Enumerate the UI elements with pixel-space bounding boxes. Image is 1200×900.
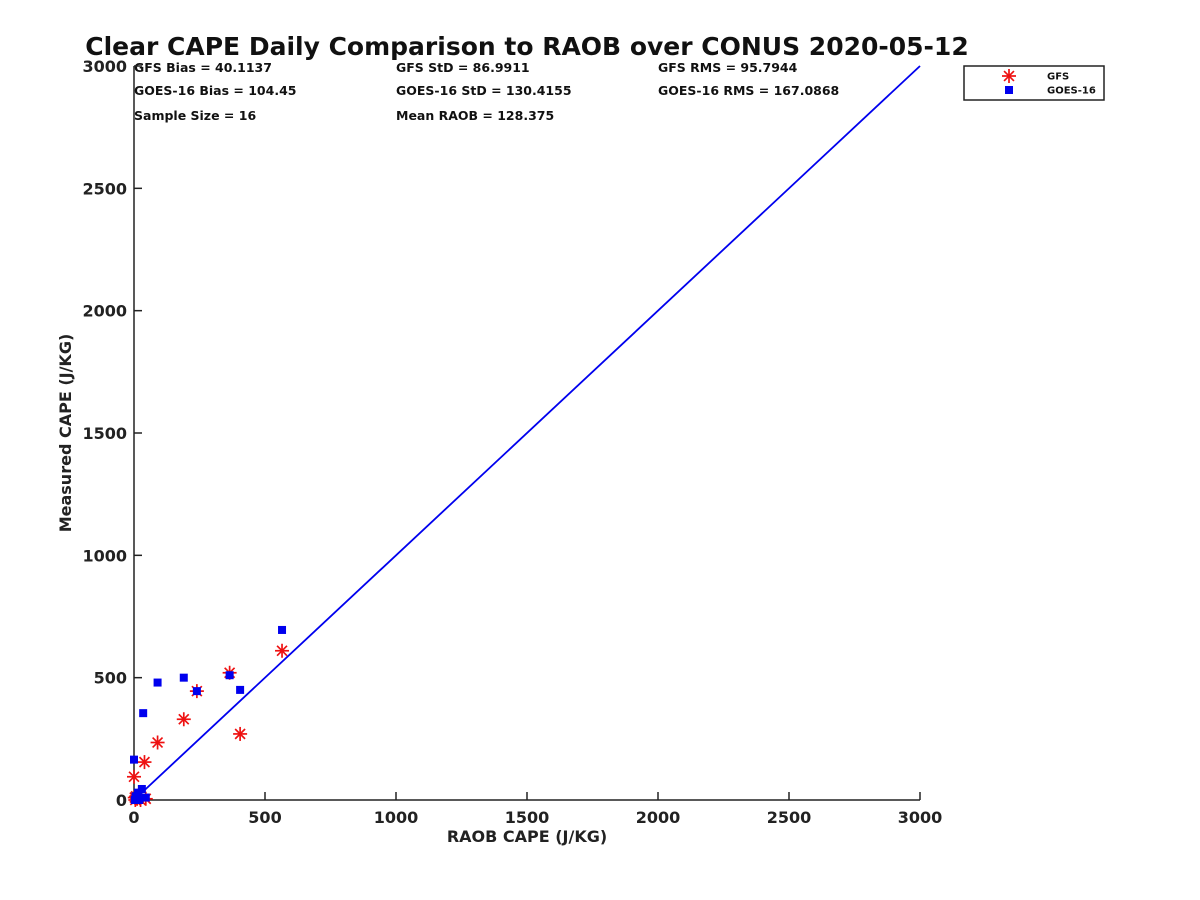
legend-items: GFS GOES-16	[1002, 69, 1096, 97]
series-gfs	[127, 643, 290, 807]
stat-text: GFS RMS = 95.7944	[658, 60, 798, 75]
legend-label: GOES-16	[1047, 86, 1096, 97]
goes16-point	[236, 685, 245, 694]
stat-text: Sample Size = 16	[134, 108, 256, 123]
legend-gfs-marker	[1002, 69, 1016, 83]
y-axis-label: Measured CAPE (J/KG)	[56, 334, 75, 533]
goes16-point	[225, 671, 234, 680]
x-axis-label: RAOB CAPE (J/KG)	[447, 827, 607, 846]
legend-goes16-marker	[1005, 86, 1013, 94]
gfs-point	[233, 726, 248, 741]
legend: GFS GOES-16	[963, 65, 1105, 101]
goes16-point	[192, 687, 201, 696]
gfs-point	[150, 735, 165, 750]
stat-text: Mean RAOB = 128.375	[396, 108, 554, 123]
stat-text: GOES-16 RMS = 167.0868	[658, 83, 839, 98]
y-tick-label: 2500	[82, 179, 127, 198]
y-tick-label: 1000	[82, 546, 127, 565]
stat-text: GFS StD = 86.9911	[396, 60, 530, 75]
gfs-point	[176, 712, 191, 727]
gfs-point	[275, 643, 290, 658]
legend-label: GFS	[1047, 72, 1069, 83]
y-tick-label: 500	[94, 669, 127, 688]
x-tick-label: 500	[248, 808, 281, 827]
goes16-point	[153, 678, 162, 687]
x-tick-label: 3000	[898, 808, 943, 827]
gfs-point	[137, 755, 152, 770]
x-tick-label: 2500	[767, 808, 812, 827]
gfs-point	[127, 769, 141, 784]
goes16-point	[141, 793, 150, 802]
reference-line-group	[133, 65, 921, 801]
data-series	[127, 625, 290, 807]
stat-text: GFS Bias = 40.1137	[134, 60, 272, 75]
stat-text: GOES-16 StD = 130.4155	[396, 83, 572, 98]
x-tick-label: 1000	[374, 808, 419, 827]
x-tick-label: 2000	[636, 808, 681, 827]
stat-text: GOES-16 Bias = 104.45	[134, 83, 296, 98]
y-tick-label: 0	[116, 791, 127, 810]
x-tick-label: 1500	[505, 808, 550, 827]
y-tick-label: 1500	[82, 424, 127, 443]
goes16-point	[135, 796, 144, 804]
ticks: 0 500 1000 1500 2000 2500 3000 0 500 1000 1500 2000…	[82, 57, 942, 827]
x-tick-label: 0	[128, 808, 139, 827]
goes16-point	[137, 784, 146, 793]
chart-title: Clear CAPE Daily Comparison to RAOB over…	[85, 32, 968, 61]
y-tick-label: 3000	[82, 57, 127, 76]
goes16-point	[179, 673, 188, 682]
goes16-point	[278, 625, 287, 634]
legend-box	[963, 65, 1105, 101]
statistics-block: GFS Bias = 40.1137 GFS StD = 86.9911 GFS R…	[134, 60, 839, 123]
goes16-point	[139, 709, 148, 718]
series-goes-16	[130, 625, 287, 804]
one-to-one-line	[133, 65, 921, 801]
y-tick-label: 2000	[82, 302, 127, 321]
goes16-point	[130, 755, 138, 764]
